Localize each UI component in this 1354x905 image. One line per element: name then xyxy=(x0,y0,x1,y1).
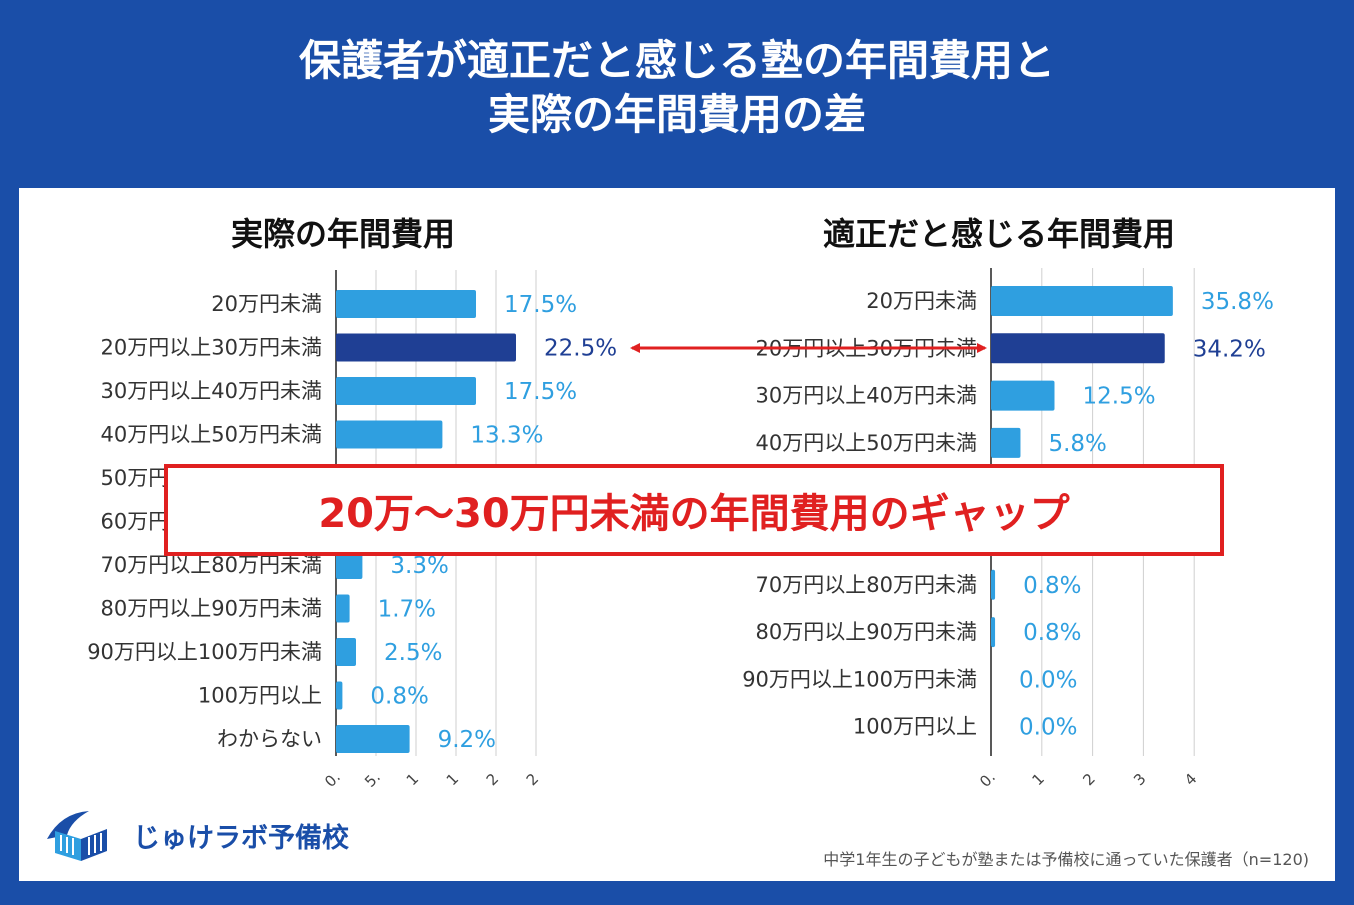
value-label: 0.0% xyxy=(1019,667,1077,693)
category-label: 90万円以上100万円未満 xyxy=(742,667,977,691)
bar xyxy=(336,681,343,710)
x-tick-label: 2 xyxy=(523,770,542,789)
category-label: 80万円以上90万円未満 xyxy=(756,620,977,644)
x-tick-label: 1 xyxy=(443,770,462,789)
value-label: 9.2% xyxy=(438,727,496,753)
left-chart: 実際の年間費用 0. 5. 1 1 2 2 20万円未満 17.5% 20万円以上30万円未満 22… xyxy=(87,215,617,791)
value-label: 17.5% xyxy=(504,379,577,405)
x-tick-label: 0. xyxy=(321,768,344,791)
category-label: 20万円未満 xyxy=(866,289,977,313)
category-label: 100万円以上 xyxy=(853,715,977,739)
bar xyxy=(991,617,996,648)
value-label: 12.5% xyxy=(1083,384,1156,410)
logo-text: じゅけラボ予備校 xyxy=(133,822,349,854)
x-tick-label: 1 xyxy=(1029,770,1048,789)
value-label: 0.8% xyxy=(370,684,428,710)
category-label: 20万円以上30万円未満 xyxy=(101,336,322,360)
value-label: 3.3% xyxy=(390,553,448,579)
value-label: 0.0% xyxy=(1019,715,1077,741)
category-label: わからない xyxy=(217,727,322,751)
category-label: 40万円以上50万円未満 xyxy=(756,431,977,455)
value-label: 1.7% xyxy=(378,597,436,623)
category-label: 30万円以上40万円未満 xyxy=(101,379,322,403)
title-line-1: 保護者が適正だと感じる塾の年間費用と xyxy=(298,36,1055,85)
category-label: 70万円以上80万円未満 xyxy=(756,573,977,597)
value-label: 5.8% xyxy=(1048,431,1106,457)
bar xyxy=(336,638,356,666)
book-icon xyxy=(47,811,107,861)
category-label: 70万円以上80万円未満 xyxy=(101,553,322,577)
bar xyxy=(991,569,996,600)
brand-logo: じゅけラボ予備校 xyxy=(41,805,361,865)
footnote: 中学1年生の子どもが塾または予備校に通っていた保護者（n=120) xyxy=(823,850,1309,869)
category-label: 20万円未満 xyxy=(211,292,322,316)
gap-callout: 20万～30万円未満の年間費用のギャップ xyxy=(164,464,1224,556)
bar xyxy=(336,551,363,579)
value-label: 22.5% xyxy=(544,336,617,362)
category-label: 40万円以上50万円未満 xyxy=(101,423,322,447)
x-tick-label: 2 xyxy=(1079,770,1098,789)
value-label: 2.5% xyxy=(384,640,442,666)
x-tick-label: 4 xyxy=(1181,770,1200,789)
value-label: 17.5% xyxy=(504,292,577,318)
bar xyxy=(336,290,476,318)
value-label: 0.8% xyxy=(1023,620,1081,646)
title-line-2: 実際の年間費用の差 xyxy=(487,90,866,139)
bar xyxy=(991,380,1055,411)
x-tick-label: 0. xyxy=(976,768,999,791)
x-tick-label: 2 xyxy=(483,770,502,789)
category-label: 90万円以上100万円未満 xyxy=(87,640,322,664)
x-tick-label: 3 xyxy=(1130,770,1149,789)
category-label: 80万円以上90万円未満 xyxy=(101,597,322,621)
bar xyxy=(991,286,1173,316)
category-label: 100万円以上 xyxy=(198,684,322,708)
bar xyxy=(991,333,1165,364)
bar xyxy=(336,594,350,623)
bar xyxy=(991,427,1021,458)
x-tick-label: 1 xyxy=(403,770,422,789)
bar xyxy=(336,333,516,362)
page-title: 保護者が適正だと感じる塾の年間費用と 実際の年間費用の差 xyxy=(0,34,1354,142)
bar xyxy=(336,725,410,753)
chart-title: 適正だと感じる年間費用 xyxy=(823,215,1175,253)
gap-callout-text: 20万～30万円未満の年間費用のギャップ xyxy=(318,491,1070,537)
chart-title: 実際の年間費用 xyxy=(231,215,455,253)
value-label: 35.8% xyxy=(1201,289,1274,315)
value-label: 34.2% xyxy=(1193,336,1266,362)
category-label: 30万円以上40万円未満 xyxy=(756,384,977,408)
chart-panel: 実際の年間費用 0. 5. 1 1 2 2 20万円未満 17.5% 20万円以上30万円未満 22… xyxy=(19,188,1335,881)
bar xyxy=(336,420,443,449)
x-tick-label: 5. xyxy=(361,768,384,791)
value-label: 13.3% xyxy=(470,423,543,449)
value-label: 0.8% xyxy=(1023,573,1081,599)
bar xyxy=(336,377,476,405)
